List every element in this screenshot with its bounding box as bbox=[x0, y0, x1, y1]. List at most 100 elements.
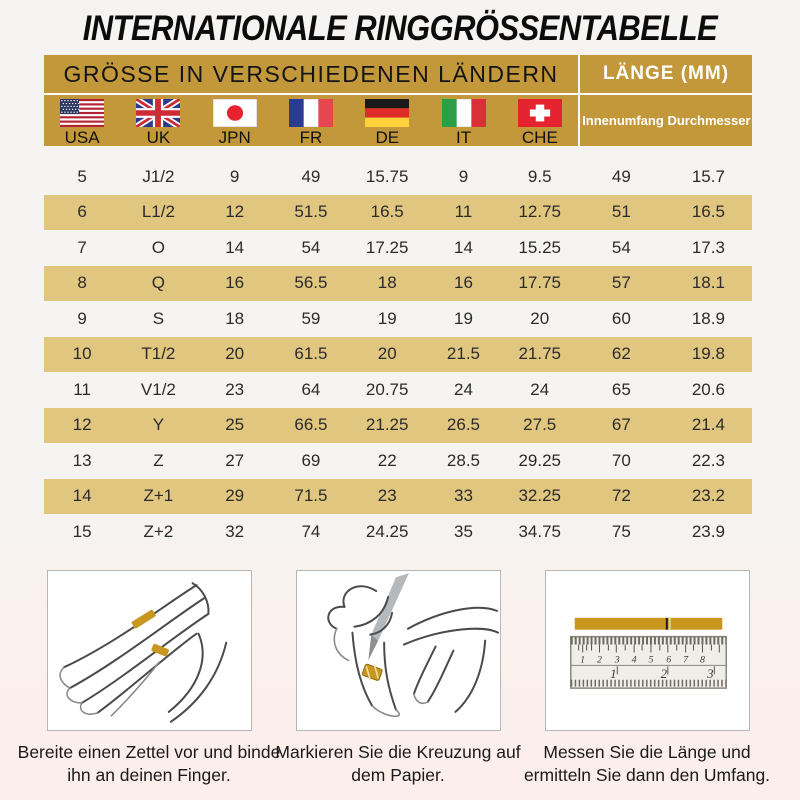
country-label: USA bbox=[64, 128, 100, 147]
hand-with-paper-strip-illustration bbox=[59, 582, 228, 723]
switzerland-flag-icon bbox=[517, 99, 562, 127]
table-cell: 60 bbox=[611, 308, 631, 328]
table-cell: L1/2 bbox=[141, 202, 175, 222]
table-cell: 23.9 bbox=[691, 521, 725, 541]
table-cell: 21.4 bbox=[691, 415, 725, 435]
table-cell: 20 bbox=[530, 308, 550, 328]
table-cell: 24 bbox=[454, 379, 473, 399]
country-column-fr: FR bbox=[273, 95, 349, 148]
france-flag-icon bbox=[288, 99, 333, 127]
table-cell: 21.75 bbox=[518, 344, 561, 364]
table-row: 6 L1/2 12 51.5 16.5 11 12.75 51 16.5 bbox=[44, 194, 752, 230]
table-cell: 29.25 bbox=[518, 450, 561, 470]
table-cell: 35 bbox=[454, 521, 473, 541]
country-columns: USA UK JPN FR DE IT CHE bbox=[44, 95, 578, 148]
table-cell: 20.6 bbox=[691, 379, 725, 399]
table-cell: 32.25 bbox=[518, 486, 561, 506]
flag-header-row: USA UK JPN FR DE IT CHE Innenumfang Durchmess… bbox=[44, 93, 752, 148]
table-cell: 12 bbox=[72, 415, 92, 435]
country-column-jpn: JPN bbox=[197, 95, 273, 148]
table-cell: 14 bbox=[225, 237, 245, 257]
table-cell: 16.5 bbox=[370, 202, 404, 222]
table-cell: 16.5 bbox=[691, 202, 725, 222]
table-cell: T1/2 bbox=[141, 344, 176, 364]
table-cell: 9.5 bbox=[527, 166, 552, 186]
table-cell: 10 bbox=[72, 344, 92, 364]
svg-text:2: 2 bbox=[661, 667, 668, 681]
table-cell: 9 bbox=[229, 166, 240, 186]
table-cell: 21.5 bbox=[446, 344, 480, 364]
table-cell: Z+2 bbox=[143, 521, 174, 541]
step-3-caption: Messen Sie die Länge und ermitteln Sie d… bbox=[523, 742, 771, 785]
table-cell: 19 bbox=[377, 308, 397, 328]
svg-text:8: 8 bbox=[700, 654, 705, 665]
table-cell: 9 bbox=[458, 166, 469, 186]
table-cell: 26.5 bbox=[446, 415, 480, 435]
table-cell: S bbox=[152, 308, 165, 328]
germany-flag-icon bbox=[365, 99, 410, 127]
table-cell: 49 bbox=[611, 166, 631, 186]
country-label: JPN bbox=[218, 128, 251, 147]
table-cell: 65 bbox=[611, 379, 631, 399]
table-cell: 61.5 bbox=[294, 344, 328, 364]
svg-text:6: 6 bbox=[666, 654, 671, 665]
country-column-it: IT bbox=[425, 95, 501, 148]
table-cell: 56.5 bbox=[294, 273, 328, 293]
step-2-box bbox=[296, 570, 501, 731]
table-cell: Q bbox=[151, 273, 166, 293]
table-cell: 74 bbox=[301, 521, 321, 541]
table-cell: V1/2 bbox=[140, 379, 176, 399]
table-cell: Z bbox=[153, 450, 164, 470]
table-row: 10 T1/2 20 61.5 20 21.5 21.75 62 19.8 bbox=[44, 336, 752, 372]
country-label: FR bbox=[299, 128, 323, 147]
country-column-uk: UK bbox=[120, 95, 196, 148]
measure-col-durchmesser: Durchmesser bbox=[667, 113, 751, 128]
table-cell: 11 bbox=[454, 202, 473, 222]
country-column-che: CHE bbox=[502, 95, 578, 148]
table-cell: 19 bbox=[454, 308, 473, 328]
table-cell: 22.3 bbox=[691, 450, 725, 470]
table-cell: 62 bbox=[611, 344, 631, 364]
table-cell: 18 bbox=[225, 308, 245, 328]
table-row: 14 Z+1 29 71.5 23 33 32.25 72 23.2 bbox=[44, 478, 752, 514]
country-label: CHE bbox=[521, 128, 558, 147]
table-cell: 9 bbox=[77, 308, 87, 328]
table-cell: Z+1 bbox=[143, 486, 174, 506]
pen-marking-paper-illustration bbox=[327, 573, 500, 717]
table-cell: 8 bbox=[77, 273, 87, 293]
table-cell: 51.5 bbox=[294, 202, 328, 222]
table-row: 12 Y 25 66.5 21.25 26.5 27.5 67 21.4 bbox=[44, 407, 752, 443]
table-cell: 18 bbox=[377, 273, 397, 293]
country-label: UK bbox=[146, 128, 171, 147]
table-cell: 21.25 bbox=[365, 415, 409, 435]
uk-flag-icon bbox=[136, 99, 181, 127]
table-cell: 29 bbox=[225, 486, 245, 506]
table-cell: 72 bbox=[611, 486, 631, 506]
svg-text:5: 5 bbox=[648, 654, 653, 665]
table-cell: 20 bbox=[377, 344, 397, 364]
table-cell: 13 bbox=[72, 450, 92, 470]
country-column-usa: USA bbox=[44, 95, 120, 148]
table-cell: 59 bbox=[301, 308, 321, 328]
table-cell: 20 bbox=[225, 344, 245, 364]
table-cell: 12.75 bbox=[518, 202, 561, 222]
table-cell: 24 bbox=[530, 379, 550, 399]
table-cell: 33 bbox=[454, 486, 473, 506]
table-cell: 16 bbox=[225, 273, 245, 293]
japan-flag-icon bbox=[212, 99, 257, 127]
table-cell: 32 bbox=[225, 521, 245, 541]
table-cell: O bbox=[151, 237, 166, 257]
step-2-caption: Markieren Sie die Kreuzung auf dem Papie… bbox=[275, 742, 521, 785]
svg-text:4: 4 bbox=[632, 654, 637, 665]
table-row: 7 O 14 54 17.25 14 15.25 54 17.3 bbox=[44, 230, 752, 266]
page-title: INTERNATIONALE RINGGRÖSSENTABELLE bbox=[82, 9, 718, 48]
usa-flag-icon bbox=[60, 99, 105, 127]
table-cell: 24.25 bbox=[365, 521, 409, 541]
table-cell: 69 bbox=[301, 450, 321, 470]
table-row: 15 Z+2 32 74 24.25 35 34.75 75 23.9 bbox=[44, 514, 752, 550]
table-cell: 75 bbox=[611, 521, 631, 541]
table-cell: 54 bbox=[611, 237, 631, 257]
svg-text:2: 2 bbox=[597, 654, 602, 665]
